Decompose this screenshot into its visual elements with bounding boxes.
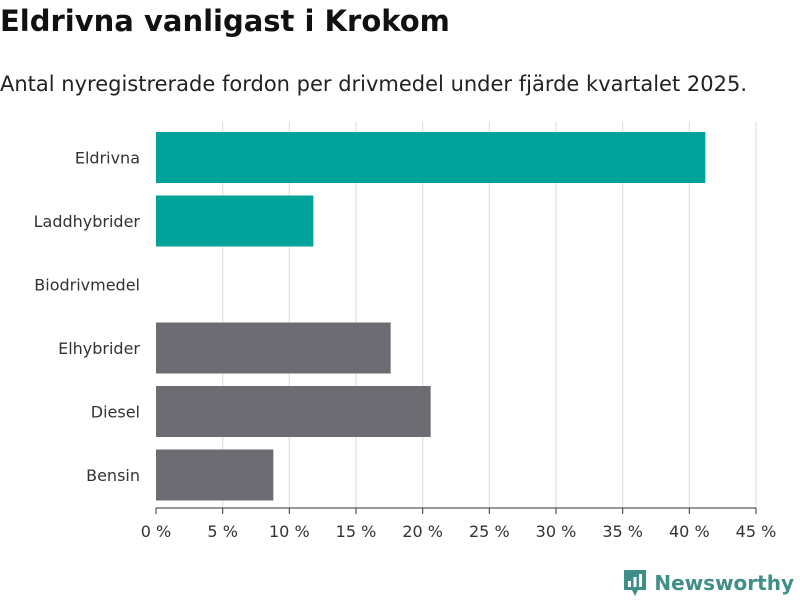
grid-lines: [222, 122, 757, 508]
bar-elhybrider: [156, 322, 391, 374]
x-tick-label: 30 %: [536, 522, 577, 541]
x-tick-label: 25 %: [469, 522, 510, 541]
bars: [156, 132, 706, 501]
category-label: Elhybrider: [58, 339, 140, 358]
x-axis: 0 % 5 % 10 % 15 % 20 % 25 % 30 % 35 % 40 % 45 %: [141, 507, 777, 541]
x-tick-label: 5 %: [207, 522, 237, 541]
x-tick-label: 20 %: [402, 522, 443, 541]
brand-logo: Newsworthy: [622, 568, 794, 598]
chart-subtitle: Antal nyregistrerade fordon per drivmede…: [0, 72, 748, 96]
category-label: Eldrivna: [75, 149, 140, 168]
newsworthy-logo-icon: [624, 570, 647, 596]
bar-bensin: [156, 449, 274, 501]
x-tick-label: 0 %: [141, 522, 171, 541]
category-label: Diesel: [91, 403, 140, 422]
x-tick-label: 40 %: [669, 522, 710, 541]
bar-diesel: [156, 386, 431, 437]
x-tick-label: 45 %: [736, 522, 777, 541]
category-label: Laddhybrider: [34, 212, 141, 231]
chart-title: Eldrivna vanligast i Krokom: [0, 4, 450, 38]
x-tick-label: 15 %: [336, 522, 377, 541]
bar-eldrivna: [156, 132, 706, 183]
bar-laddhybrider: [156, 195, 314, 247]
category-label: Biodrivmedel: [34, 276, 140, 295]
brand-name: Newsworthy: [654, 571, 794, 595]
category-label: Bensin: [86, 466, 140, 485]
x-tick-label: 35 %: [602, 522, 643, 541]
category-labels: Eldrivna Laddhybrider Biodrivmedel Elhybrid…: [34, 149, 141, 486]
x-tick-label: 10 %: [269, 522, 310, 541]
